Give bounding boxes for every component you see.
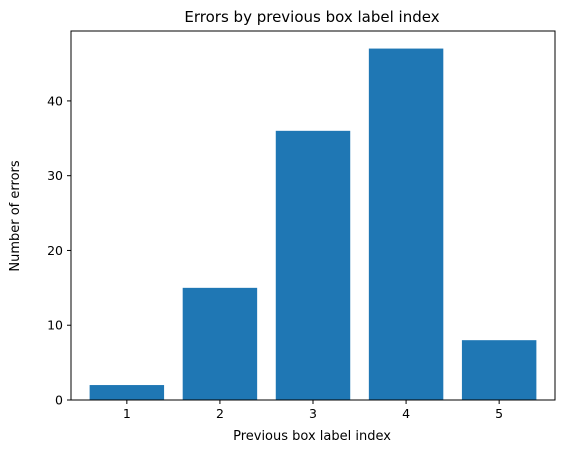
y-axis-label: Number of errors xyxy=(8,160,23,271)
plot-area: 1 2 3 4 5 0 10 20 30 40 xyxy=(47,30,556,421)
bar-1 xyxy=(89,385,165,400)
y-tick-label-10: 10 xyxy=(47,318,63,333)
x-tick-label-3: 3 xyxy=(309,406,317,421)
bar-2 xyxy=(182,287,258,400)
y-tick-label-20: 20 xyxy=(47,243,63,258)
x-axis-label: Previous box label index xyxy=(233,429,391,444)
x-tick-label-2: 2 xyxy=(216,406,224,421)
bar-4 xyxy=(368,48,444,400)
y-tick-label-0: 0 xyxy=(55,393,63,408)
x-tick-label-4: 4 xyxy=(402,406,410,421)
y-tick-label-40: 40 xyxy=(47,93,63,108)
y-tick-label-30: 30 xyxy=(47,168,63,183)
x-tick-label-1: 1 xyxy=(123,406,131,421)
bar-5 xyxy=(461,340,537,400)
x-tick-label-5: 5 xyxy=(495,406,503,421)
bar-3 xyxy=(275,130,351,400)
chart-title: Errors by previous box label index xyxy=(184,8,439,26)
